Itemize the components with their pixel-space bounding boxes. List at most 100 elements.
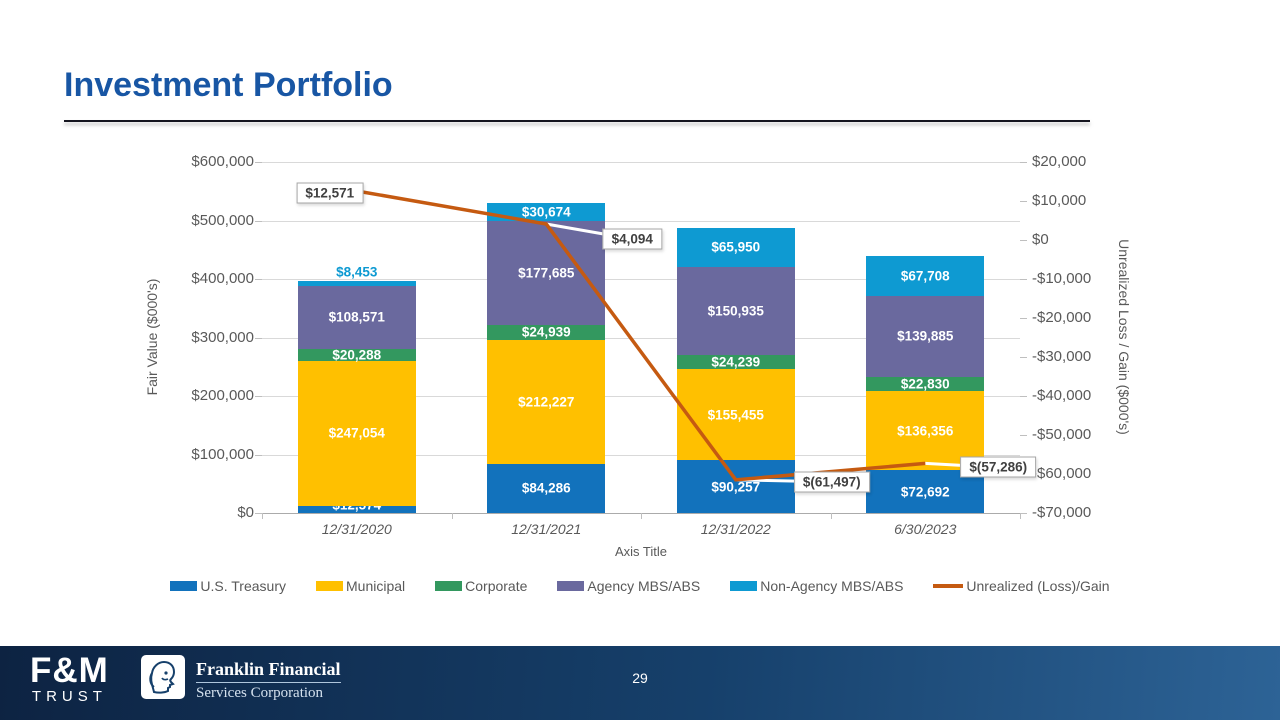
legend-swatch <box>435 581 463 591</box>
legend-swatch <box>557 581 585 591</box>
franklin-financial-subtitle: Services Corporation <box>196 685 324 701</box>
legend-swatch <box>730 581 758 591</box>
bar-segment-label: $90,257 <box>711 479 761 495</box>
right-axis-tick-mark <box>1020 396 1027 397</box>
right-axis-tick-label: $20,000 <box>1032 153 1087 170</box>
legend-item: Municipal <box>316 578 405 594</box>
bar-segment-label: $150,935 <box>707 303 764 319</box>
left-axis-tick-mark <box>255 220 262 222</box>
x-axis-category-label: 6/30/2023 <box>894 521 957 537</box>
bar-segment-label: $139,885 <box>897 328 954 344</box>
slide-title: Investment Portfolio <box>64 66 393 104</box>
ben-franklin-icon <box>141 655 185 699</box>
left-axis-tick-mark <box>255 454 262 456</box>
title-divider <box>64 120 1090 122</box>
bar-segment-label: $20,288 <box>332 347 382 363</box>
left-axis-tick-mark <box>255 513 262 514</box>
right-axis-tick-mark <box>1020 240 1027 241</box>
bar-segment <box>297 505 416 513</box>
bar-segment <box>297 280 416 286</box>
x-axis-tick-mark <box>451 513 453 519</box>
right-axis-tick-label: -$10,000 <box>1032 270 1092 287</box>
gridline <box>262 162 1020 163</box>
right-axis-title: Unrealized Loss / Gain ($000's) <box>1116 239 1132 435</box>
left-axis-tick-mark <box>255 279 262 280</box>
right-axis-tick-mark <box>1020 279 1027 280</box>
left-axis-tick-label: $600,000 <box>191 153 254 170</box>
right-axis-tick-mark <box>1020 201 1027 202</box>
x-axis-title: Axis Title <box>614 544 668 559</box>
right-axis-tick-label: $10,000 <box>1032 192 1087 209</box>
bar-segment-label: $136,356 <box>897 423 954 439</box>
legend-swatch <box>316 581 343 591</box>
left-axis-tick-mark <box>255 337 262 339</box>
line-data-label: $4,094 <box>602 228 662 250</box>
bar-segment-label: $24,939 <box>521 324 571 340</box>
right-axis-tick-label: -$40,000 <box>1032 387 1092 404</box>
bar-segment-label: $155,455 <box>707 407 764 423</box>
x-axis-category-label: 12/31/2021 <box>511 521 582 537</box>
x-axis-tick-mark <box>641 513 642 519</box>
line-data-label: $(61,497) <box>793 471 870 493</box>
right-axis-tick-mark <box>1020 318 1027 319</box>
bar-segment-label: $65,950 <box>711 239 761 255</box>
legend-item: Unrealized (Loss)/Gain <box>933 578 1110 594</box>
right-axis-tick-label: -$70,000 <box>1032 504 1092 521</box>
bar-segment-label: $67,708 <box>900 268 950 284</box>
bar-segment-label: $24,239 <box>711 354 761 370</box>
bar-segment-label: $30,674 <box>521 204 571 220</box>
bar-segment-label: $84,286 <box>521 480 571 496</box>
left-axis-tick-label: $0 <box>237 504 254 521</box>
bar-segment-label: $72,692 <box>900 484 950 500</box>
legend-swatch <box>170 581 198 591</box>
franklin-financial-name: Franklin Financial <box>196 659 341 683</box>
bar-segment-label: $212,227 <box>518 394 575 410</box>
page-number: 29 <box>632 670 648 686</box>
bar-segment-label: $22,830 <box>900 376 950 392</box>
legend-label: Unrealized (Loss)/Gain <box>966 578 1110 594</box>
gridline <box>262 220 1020 222</box>
right-axis-tick-label: -$20,000 <box>1032 309 1092 326</box>
x-axis-tick-mark <box>262 513 263 519</box>
legend-item: U.S. Treasury <box>170 578 286 594</box>
legend-label: U.S. Treasury <box>200 578 286 594</box>
bar-segment-label: $108,571 <box>328 309 385 325</box>
right-axis-tick-mark <box>1020 513 1027 514</box>
legend-label: Non-Agency MBS/ABS <box>760 578 904 594</box>
fm-trust-logo-fm-text: F&M <box>30 651 109 690</box>
right-axis-tick-mark <box>1020 357 1027 358</box>
legend-item: Non-Agency MBS/ABS <box>730 578 903 594</box>
slide-footer: F&M TRUST Franklin Financial Services Co… <box>0 646 1280 720</box>
right-axis-tick-label: -$60,000 <box>1032 465 1092 482</box>
legend-label: Agency MBS/ABS <box>587 578 701 594</box>
right-axis-tick-label: $0 <box>1032 231 1049 248</box>
right-axis-tick-label: -$30,000 <box>1032 348 1092 365</box>
legend-item: Agency MBS/ABS <box>557 578 700 594</box>
right-axis-tick-mark <box>1020 435 1027 436</box>
line-data-label: $(57,286) <box>960 456 1037 478</box>
right-axis-tick-mark <box>1020 162 1027 163</box>
right-axis-tick-label: -$50,000 <box>1032 426 1092 443</box>
left-axis-tick-label: $100,000 <box>191 445 254 463</box>
bar-segment-label: $247,054 <box>328 425 385 441</box>
bar-segment-label: $8,453 <box>336 264 378 280</box>
x-axis-category-label: 12/31/2022 <box>700 521 771 537</box>
fm-trust-logo-trust-text: TRUST <box>31 688 107 705</box>
left-axis-tick-mark <box>255 396 262 397</box>
bar-segment-label: $177,685 <box>518 265 575 281</box>
left-axis-tick-label: $500,000 <box>191 211 254 229</box>
fm-trust-logo: F&M TRUST <box>30 651 109 705</box>
line-data-label: $12,571 <box>296 182 364 204</box>
franklin-financial-logo: Franklin Financial Services Corporation <box>196 659 341 703</box>
x-axis-category-label: 12/31/2020 <box>321 521 392 537</box>
chart-legend: U.S. Treasury Municipal Corporate Agency MB… <box>0 574 1280 598</box>
left-axis-tick-label: $400,000 <box>191 270 254 287</box>
x-axis-tick-mark <box>830 513 832 519</box>
legend-item: Corporate <box>435 578 527 594</box>
legend-label: Municipal <box>346 578 406 594</box>
left-axis-tick-label: $200,000 <box>191 387 254 404</box>
legend-label: Corporate <box>465 578 528 594</box>
x-axis-tick-mark <box>1020 513 1021 519</box>
